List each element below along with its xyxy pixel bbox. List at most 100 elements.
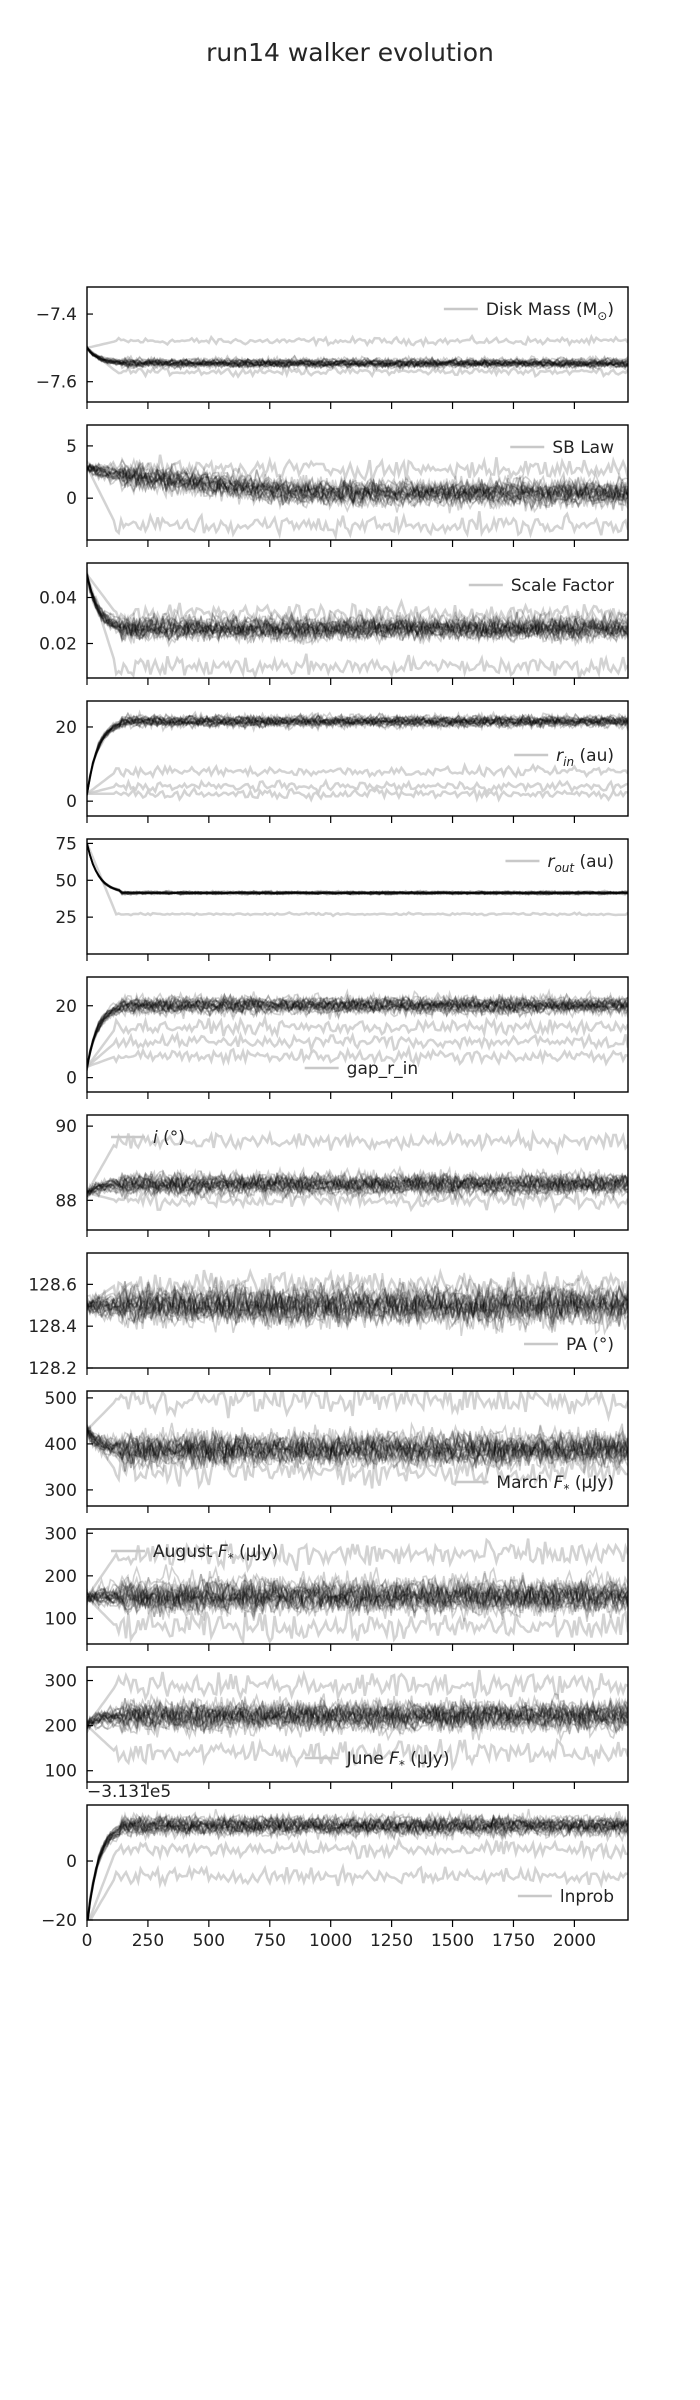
panel-6: 90 88 i (°)	[55, 1114, 629, 1237]
legend-label: i (°)	[153, 1128, 185, 1148]
walker-line	[87, 709, 628, 797]
stray-walker-line	[87, 1267, 628, 1307]
walker-line	[87, 573, 628, 645]
walker-line	[87, 1429, 628, 1470]
y-tick-label: −7.4	[36, 305, 77, 325]
walker-line	[87, 463, 628, 509]
walker-line	[87, 1701, 628, 1733]
walker-line	[87, 578, 628, 645]
walker-line	[87, 573, 628, 645]
walker-line	[87, 346, 628, 371]
walker-line	[87, 462, 628, 506]
legend: rin (au)	[514, 746, 614, 769]
walker-line	[87, 1286, 628, 1328]
walker-line	[87, 713, 628, 796]
legend: i (°)	[111, 1128, 185, 1148]
walker-lines	[87, 988, 628, 1072]
walker-line	[87, 464, 628, 505]
stray-walker-line	[87, 1537, 628, 1598]
x-tick-label: 0	[82, 1931, 93, 1951]
walker-line	[87, 843, 628, 896]
stray-walker-line	[87, 778, 628, 796]
axes-frame	[86, 1252, 629, 1369]
walker-line	[87, 844, 628, 895]
walker-line	[87, 461, 628, 502]
legend-label: June F* (μJy)	[346, 1749, 450, 1772]
walker-line	[87, 998, 628, 1065]
walker-line	[87, 1165, 628, 1195]
walker-line	[87, 1285, 628, 1329]
y-tick-label: 0	[66, 1069, 77, 1089]
walker-line	[87, 575, 628, 644]
walker-line	[87, 1284, 628, 1325]
walker-line	[87, 713, 628, 795]
walker-line	[87, 1280, 628, 1322]
walker-line	[87, 715, 628, 793]
x-tick-label: 1250	[370, 1931, 413, 1951]
walker-line	[87, 1175, 628, 1203]
walker-line	[87, 1703, 628, 1741]
walker-line	[87, 347, 628, 369]
stray-walker-line	[87, 1596, 628, 1644]
walker-line	[87, 347, 628, 371]
walker-line	[87, 1421, 628, 1459]
stray-walker-line	[87, 1724, 628, 1772]
walker-line	[87, 461, 628, 507]
walker-line	[87, 1165, 628, 1195]
walker-line	[87, 573, 628, 645]
walker-line	[87, 1698, 628, 1733]
legend: August F* (μJy)	[111, 1542, 278, 1565]
walker-line	[87, 1812, 628, 1920]
walker-line	[87, 462, 628, 507]
walker-line	[87, 843, 628, 896]
walker-line	[87, 349, 628, 371]
walker-line	[87, 1572, 628, 1607]
walker-line	[87, 993, 628, 1066]
walker-line	[87, 466, 628, 514]
walker-line	[87, 997, 628, 1067]
walker-line	[87, 348, 628, 370]
walker-line	[87, 1564, 628, 1603]
legend: PA (°)	[524, 1335, 614, 1355]
walker-lines	[87, 1669, 628, 1772]
y-tick-label: 300	[45, 1672, 77, 1692]
walker-line	[87, 1580, 628, 1620]
walker-line	[87, 1272, 628, 1315]
walker-line	[87, 1707, 628, 1743]
axes-frame	[86, 1528, 629, 1645]
walker-line	[87, 465, 628, 508]
legend-label: lnprob	[560, 1887, 614, 1907]
legend-label: gap_r_in	[347, 1059, 419, 1079]
walker-line	[87, 994, 628, 1069]
walker-line	[87, 1579, 628, 1616]
stray-walker-line	[87, 1429, 628, 1490]
walker-line	[87, 991, 628, 1071]
walker-line	[87, 574, 628, 643]
walker-line	[87, 1698, 628, 1736]
legend: gap_r_in	[304, 1059, 419, 1079]
walker-line	[87, 1698, 628, 1732]
walker-line	[87, 713, 628, 796]
walker-line	[87, 567, 628, 641]
walker-line	[87, 1575, 628, 1616]
walker-line	[87, 994, 628, 1067]
walker-line	[87, 575, 628, 643]
stray-walker-line	[87, 1044, 628, 1068]
walker-line	[87, 988, 628, 1067]
legend-label: PA (°)	[566, 1335, 614, 1355]
walker-line	[87, 464, 628, 514]
walker-line	[87, 461, 628, 503]
walker-line	[87, 1701, 628, 1737]
walker-line	[87, 346, 628, 372]
walker-line	[87, 1280, 628, 1325]
walker-line	[87, 1168, 628, 1195]
walker-line	[87, 1815, 628, 1920]
walker-line	[87, 712, 628, 793]
walker-line	[87, 1808, 628, 1920]
walker-line	[87, 1574, 628, 1610]
walker-line	[87, 1427, 628, 1464]
walker-line	[87, 1290, 628, 1333]
walker-line	[87, 462, 628, 506]
walker-line	[87, 842, 628, 896]
walker-line	[87, 843, 628, 895]
